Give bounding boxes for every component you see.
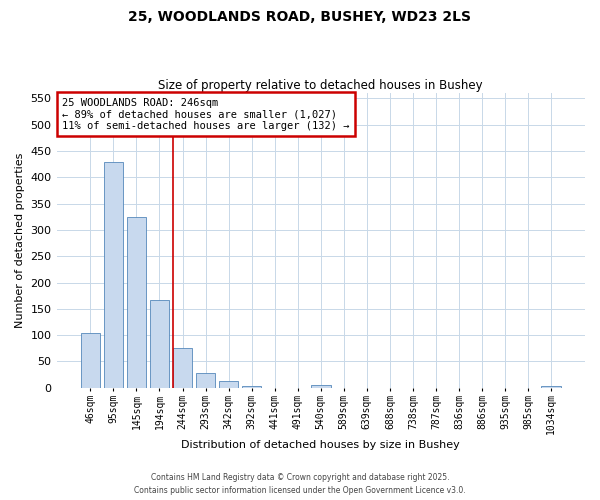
Bar (219, 382, 238, 388)
Bar (80, 332, 100, 388)
Y-axis label: Number of detached properties: Number of detached properties (15, 153, 25, 328)
Text: Contains HM Land Registry data © Crown copyright and database right 2025.
Contai: Contains HM Land Registry data © Crown c… (134, 474, 466, 495)
Bar (104, 162, 123, 388)
X-axis label: Distribution of detached houses by size in Bushey: Distribution of detached houses by size … (181, 440, 460, 450)
Text: 25, WOODLANDS ROAD, BUSHEY, WD23 2LS: 25, WOODLANDS ROAD, BUSHEY, WD23 2LS (128, 10, 472, 24)
Bar (127, 217, 146, 388)
Bar (311, 385, 331, 388)
Text: 25 WOODLANDS ROAD: 246sqm
← 89% of detached houses are smaller (1,027)
11% of se: 25 WOODLANDS ROAD: 246sqm ← 89% of detac… (62, 98, 349, 131)
Bar (242, 386, 262, 388)
Bar (173, 348, 193, 388)
Title: Size of property relative to detached houses in Bushey: Size of property relative to detached ho… (158, 79, 483, 92)
Bar (196, 373, 215, 388)
Bar (541, 386, 561, 388)
Bar (149, 300, 169, 388)
